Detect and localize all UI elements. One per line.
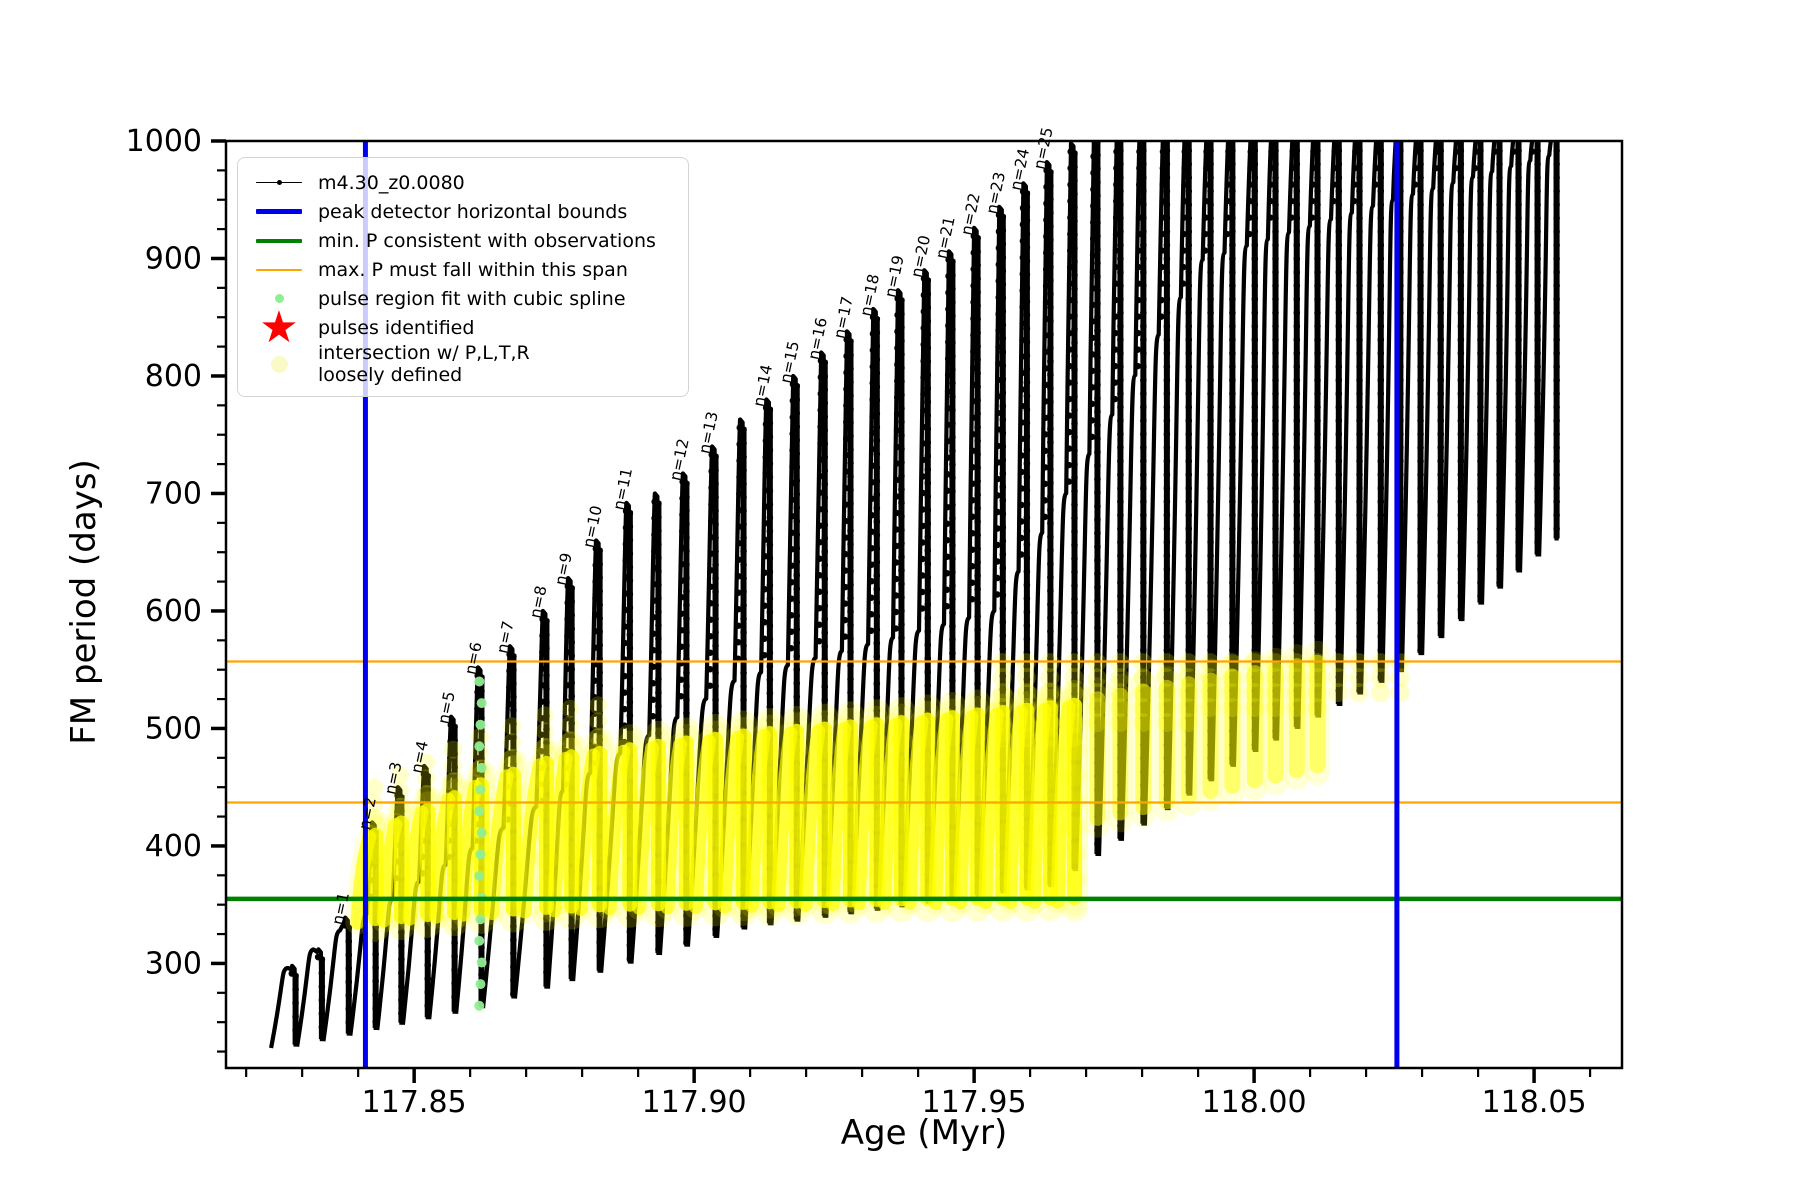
blue-line-icon (250, 209, 308, 214)
svg-text:n=18: n=18 (857, 272, 883, 317)
svg-text:400: 400 (145, 829, 202, 864)
spline-fit-dots (474, 676, 487, 1011)
legend-label: peak detector horizontal bounds (318, 200, 628, 223)
series-line-icon (250, 180, 308, 185)
svg-text:n=12: n=12 (666, 437, 692, 482)
svg-text:900: 900 (145, 241, 202, 276)
svg-text:117.95: 117.95 (922, 1085, 1027, 1120)
red-star-icon: ★ (259, 301, 299, 353)
legend-item-spline: pulse region fit with cubic spline (250, 284, 676, 313)
y-axis-title: FM period (days) (64, 459, 104, 745)
legend-label: intersection w/ P,L,T,R loosely defined (318, 342, 530, 386)
svg-text:600: 600 (145, 594, 202, 629)
svg-text:300: 300 (145, 946, 202, 981)
svg-text:n=20: n=20 (908, 234, 934, 279)
svg-text:n=25: n=25 (1030, 126, 1056, 171)
x-axis-title: Age (Myr) (840, 1113, 1008, 1153)
svg-text:n=14: n=14 (750, 363, 776, 408)
svg-text:117.90: 117.90 (642, 1085, 747, 1120)
svg-text:n=10: n=10 (579, 504, 605, 549)
legend-label: m4.30_z0.0080 (318, 171, 465, 194)
legend-item-pulses: ★ pulses identified (250, 301, 676, 353)
svg-text:117.85: 117.85 (362, 1085, 467, 1120)
svg-text:700: 700 (145, 476, 202, 511)
svg-text:n=19: n=19 (881, 254, 907, 299)
legend-item-max-p: max. P must fall within this span (250, 255, 676, 284)
legend-label: pulse region fit with cubic spline (318, 287, 626, 310)
svg-text:n=13: n=13 (695, 410, 721, 455)
svg-text:118.05: 118.05 (1482, 1085, 1587, 1120)
svg-text:n=11: n=11 (610, 466, 636, 511)
svg-text:n=22: n=22 (957, 191, 983, 236)
legend-label: max. P must fall within this span (318, 258, 628, 281)
svg-text:118.00: 118.00 (1202, 1085, 1307, 1120)
svg-text:n=15: n=15 (777, 339, 803, 384)
svg-text:500: 500 (145, 711, 202, 746)
svg-text:800: 800 (145, 359, 202, 394)
svg-text:n=23: n=23 (983, 170, 1009, 215)
green-line-icon (250, 238, 308, 243)
legend-item-min-p: min. P consistent with observations (250, 226, 676, 255)
legend: m4.30_z0.0080 peak detector horizontal b… (237, 157, 689, 397)
svg-text:n=21: n=21 (932, 215, 958, 260)
legend-label: pulses identified (318, 316, 475, 339)
legend-item-intersection: intersection w/ P,L,T,R loosely defined (250, 342, 676, 386)
axes: 117.85 117.90 117.95 118.00 118.05 300 400 500 6… (126, 124, 1624, 1120)
intersection-scatter (345, 640, 1410, 943)
svg-text:n=24: n=24 (1007, 147, 1033, 192)
legend-item-series: m4.30_z0.0080 (250, 168, 676, 197)
orange-line-icon (250, 268, 308, 271)
svg-text:n=17: n=17 (830, 295, 856, 340)
legend-label: min. P consistent with observations (318, 229, 656, 252)
legend-item-peak-bounds: peak detector horizontal bounds (250, 197, 676, 226)
svg-text:1000: 1000 (126, 124, 202, 159)
svg-text:n=16: n=16 (805, 316, 831, 361)
